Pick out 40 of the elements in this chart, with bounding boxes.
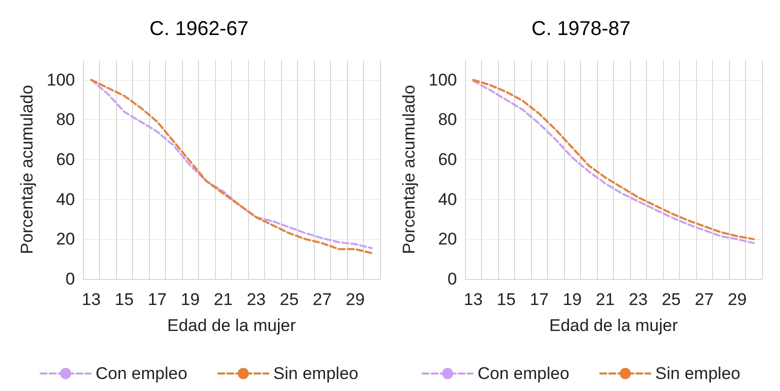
y-axis-title: Porcentaje acumulado	[18, 84, 37, 254]
x-tick-label: 19	[180, 290, 200, 309]
chart-title: C. 1978-87	[532, 18, 630, 40]
x-tick-label: 13	[464, 290, 483, 309]
y-tick-label: 80	[56, 110, 75, 130]
y-tick-label: 40	[56, 190, 75, 209]
chart-title: C. 1962-67	[150, 18, 248, 40]
y-tick-label: 20	[56, 230, 75, 249]
x-axis-title: Edad de la mujer	[167, 316, 296, 335]
y-tick-label: 40	[438, 190, 457, 209]
legend-label: Sin empleo	[655, 364, 740, 383]
x-tick-label: 15	[114, 290, 134, 309]
x-tick-label: 27	[312, 290, 332, 309]
y-tick-label: 60	[438, 150, 457, 170]
x-tick-label: 23	[246, 290, 266, 309]
legend-label: Con empleo	[96, 364, 188, 383]
x-tick-label: 21	[214, 290, 233, 309]
y-tick-label: 80	[438, 110, 457, 130]
x-axis-title: Edad de la mujer	[549, 316, 678, 335]
y-tick-label: 0	[66, 270, 75, 288]
legend-label: Sin empleo	[273, 364, 358, 383]
x-tick-label: 13	[82, 290, 101, 309]
x-tick-label: 25	[280, 290, 299, 309]
x-tick-label: 17	[530, 290, 549, 309]
x-tick-label: 25	[662, 290, 681, 309]
y-tick-label: 100	[46, 70, 75, 90]
y-tick-label: 20	[438, 230, 457, 249]
x-tick-label: 27	[694, 290, 714, 309]
x-tick-label: 19	[562, 290, 582, 309]
x-tick-label: 17	[148, 290, 167, 309]
y-tick-label: 60	[56, 150, 75, 170]
legend-label: Con empleo	[478, 364, 570, 383]
y-axis-title: Porcentaje acumulado	[400, 84, 419, 254]
x-tick-label: 21	[596, 290, 615, 309]
x-tick-label: 15	[496, 290, 516, 309]
y-tick-label: 100	[428, 70, 457, 90]
y-tick-label: 0	[448, 270, 457, 288]
x-tick-label: 29	[728, 290, 747, 309]
x-tick-label: 23	[628, 290, 648, 309]
x-tick-label: 29	[346, 290, 365, 309]
